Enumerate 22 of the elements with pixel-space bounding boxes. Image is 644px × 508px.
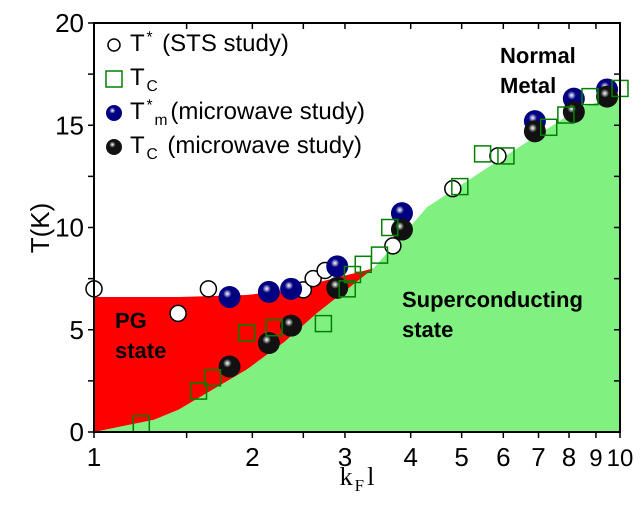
x-tick-label: 2 <box>245 442 260 472</box>
legend-label: T$^{*}$$_{m}$(microwave study) <box>130 97 366 129</box>
y-tick-label: 0 <box>70 417 84 447</box>
y-tick-label: 10 <box>55 212 84 242</box>
x-tick-label: 9 <box>589 445 603 472</box>
annotation: PG state <box>115 308 166 363</box>
x-tick-label: 8 <box>562 442 576 472</box>
x-tick-label: 10 <box>606 445 634 472</box>
legend-label: T$_{C}$ <box>130 64 158 95</box>
x-tick-label: 5 <box>454 442 469 472</box>
y-tick-label: 5 <box>70 314 84 345</box>
x-tick-label: 6 <box>496 442 511 472</box>
y-tick-label: 15 <box>55 110 84 140</box>
x-tick-label: 7 <box>531 442 546 472</box>
x-tick-label: 4 <box>403 442 418 472</box>
y-axis-title: T(K) <box>25 202 55 253</box>
legend-label: T$_{C}$ (microwave study) <box>130 132 362 163</box>
annotation: Normal Metal <box>500 43 576 98</box>
legend-label: T$^{*}$ (STS study) <box>130 29 289 57</box>
y-tick-label: 20 <box>55 8 84 38</box>
x-tick-label: 1 <box>86 442 102 472</box>
annotation: Superconducting state <box>402 287 583 342</box>
